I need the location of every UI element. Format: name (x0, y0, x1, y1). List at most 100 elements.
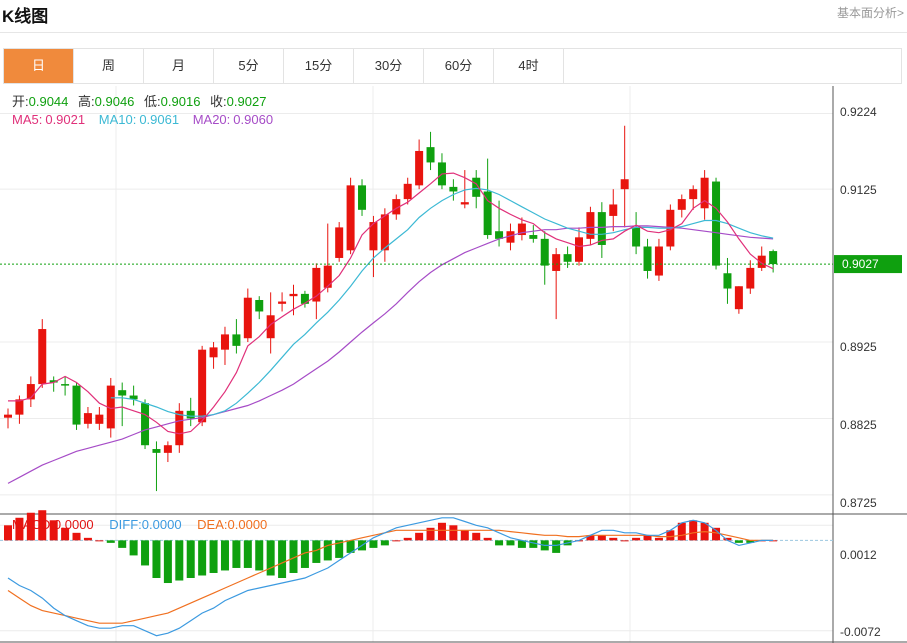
macd-bar (163, 540, 172, 584)
header-divider (0, 32, 907, 33)
candle-body (129, 395, 138, 400)
macd-tick: -0.0072 (840, 625, 881, 639)
macd-bar (335, 540, 344, 558)
candle-body (106, 385, 115, 429)
candle-body (346, 185, 355, 251)
ma10-line (110, 187, 774, 417)
fundamental-analysis-link[interactable]: 基本面分析> (836, 6, 904, 20)
macd-bar (643, 535, 652, 541)
diff-value: 0.0000 (142, 517, 182, 532)
high-value: 0.9046 (95, 94, 135, 109)
macd-bar (49, 520, 58, 541)
candle-body (563, 254, 572, 262)
ma10-label: MA10: (99, 112, 137, 127)
tab-30min[interactable]: 30分 (354, 49, 424, 83)
tab-5min[interactable]: 5分 (214, 49, 284, 83)
candle-body (734, 286, 743, 310)
macd-bar (712, 527, 721, 541)
macd-bar (677, 522, 686, 541)
last-price-label-box (834, 255, 902, 274)
macd-histogram (4, 510, 778, 584)
macd-bar (654, 537, 663, 541)
price-tick: 0.8825 (840, 418, 877, 432)
macd-bar (449, 525, 458, 541)
macd-bar (426, 527, 435, 541)
candle-body (540, 238, 549, 266)
macd-bar (26, 512, 35, 541)
macd-bar (118, 540, 127, 548)
macd-legend: MACD:0.0000 DIFF:0.0000 DEA:0.0000 (12, 517, 267, 532)
close-label: 收: (210, 94, 227, 109)
candle-body (255, 300, 264, 312)
page-header: K线图 基本面分析> (0, 0, 907, 26)
macd-bar (186, 540, 195, 578)
candle-body (175, 410, 184, 446)
tab-week[interactable]: 周 (74, 49, 144, 83)
macd-bar (129, 540, 138, 556)
ma5-line (8, 172, 774, 435)
macd-value: 0.0000 (54, 517, 94, 532)
candle-body (449, 186, 458, 192)
macd-bar (734, 540, 743, 543)
candle-body (220, 334, 229, 350)
macd-bar (346, 540, 355, 553)
high-label: 高: (78, 94, 95, 109)
macd-bar (723, 537, 732, 541)
macd-bar (495, 540, 504, 546)
candle-body (243, 297, 252, 339)
tab-day[interactable]: 日 (4, 49, 74, 83)
macd-bar (83, 537, 92, 541)
diff-label: DIFF: (109, 517, 142, 532)
candle-body (95, 414, 104, 424)
macd-bar (323, 540, 332, 561)
candle-body (575, 237, 583, 262)
candle-body (118, 390, 127, 396)
macd-bar (209, 540, 218, 573)
candle-body (472, 177, 481, 197)
ma20-value: 0.9060 (233, 112, 273, 127)
candle-body (632, 227, 641, 247)
tab-4hour[interactable]: 4时 (494, 49, 564, 83)
ma20-label: MA20: (193, 112, 231, 127)
candle-body (232, 334, 241, 346)
macd-bar (369, 540, 378, 548)
tab-month[interactable]: 月 (144, 49, 214, 83)
macd-bar (38, 510, 47, 541)
ma5-label: MA5: (12, 112, 42, 127)
close-value: 0.9027 (227, 94, 267, 109)
macd-bar (529, 540, 538, 548)
macd-bar (15, 517, 24, 541)
candle-body (380, 214, 389, 251)
candle-body (643, 246, 652, 271)
candle-body (597, 212, 606, 245)
macd-bar (632, 537, 641, 541)
macd-bar (609, 537, 618, 541)
macd-bar (95, 540, 104, 542)
macd-bar (300, 540, 309, 568)
macd-bar (72, 532, 81, 541)
macd-bar (517, 540, 526, 548)
macd-bar (289, 540, 298, 573)
macd-bar (175, 540, 184, 581)
candle-body (620, 179, 629, 190)
ma10-value: 0.9061 (139, 112, 179, 127)
ma5-value: 0.9021 (45, 112, 85, 127)
candle-body (72, 385, 81, 425)
candle-body (335, 227, 344, 258)
macd-bar (4, 525, 12, 541)
macd-bar (255, 540, 264, 571)
macd-bar (392, 540, 401, 542)
tab-15min[interactable]: 15分 (284, 49, 354, 83)
candle-body (163, 445, 172, 453)
candle-body (38, 329, 47, 385)
candle-body (300, 293, 309, 304)
tab-60min[interactable]: 60分 (424, 49, 494, 83)
open-label: 开: (12, 94, 29, 109)
candle-body (460, 202, 469, 205)
candle-body (689, 189, 698, 200)
macd-bar (380, 540, 389, 546)
ohlc-readout: 开:0.9044 高:0.9046 低:0.9016 收:0.9027 (12, 94, 266, 109)
page-title: K线图 (2, 7, 49, 26)
price-tick: 0.8725 (840, 496, 877, 510)
